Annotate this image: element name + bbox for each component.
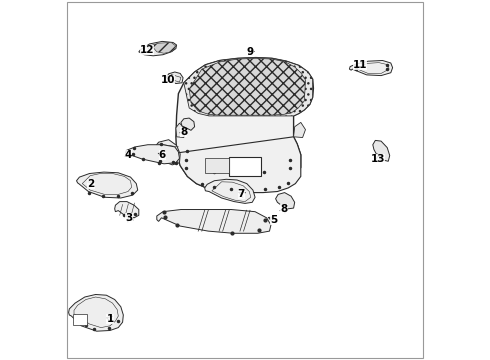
Polygon shape bbox=[157, 210, 271, 233]
Text: 9: 9 bbox=[247, 47, 254, 57]
Polygon shape bbox=[176, 58, 314, 193]
Polygon shape bbox=[176, 137, 301, 193]
Text: 12: 12 bbox=[140, 45, 154, 55]
Text: 7: 7 bbox=[238, 189, 245, 199]
Polygon shape bbox=[69, 294, 123, 331]
Text: 3: 3 bbox=[125, 213, 133, 223]
Polygon shape bbox=[76, 172, 138, 198]
Polygon shape bbox=[151, 42, 176, 53]
Polygon shape bbox=[373, 140, 390, 161]
Text: 6: 6 bbox=[159, 150, 166, 160]
Polygon shape bbox=[349, 60, 392, 76]
Polygon shape bbox=[125, 145, 179, 164]
Polygon shape bbox=[73, 314, 87, 325]
Text: 11: 11 bbox=[353, 60, 368, 70]
Polygon shape bbox=[294, 122, 305, 138]
Polygon shape bbox=[275, 193, 294, 209]
Polygon shape bbox=[154, 140, 180, 165]
Text: 8: 8 bbox=[280, 204, 288, 214]
Text: 2: 2 bbox=[87, 179, 95, 189]
Text: 13: 13 bbox=[371, 154, 386, 164]
Polygon shape bbox=[115, 202, 139, 218]
Polygon shape bbox=[189, 58, 305, 115]
Text: 1: 1 bbox=[106, 314, 114, 324]
Polygon shape bbox=[176, 123, 186, 138]
Polygon shape bbox=[229, 157, 261, 176]
Polygon shape bbox=[184, 58, 313, 116]
Text: 4: 4 bbox=[124, 150, 132, 160]
Polygon shape bbox=[167, 72, 183, 84]
Text: 10: 10 bbox=[160, 75, 175, 85]
Polygon shape bbox=[205, 179, 255, 203]
Polygon shape bbox=[205, 158, 229, 173]
Polygon shape bbox=[139, 41, 176, 56]
Text: 5: 5 bbox=[270, 215, 277, 225]
Text: 8: 8 bbox=[180, 127, 188, 138]
Polygon shape bbox=[181, 118, 195, 130]
